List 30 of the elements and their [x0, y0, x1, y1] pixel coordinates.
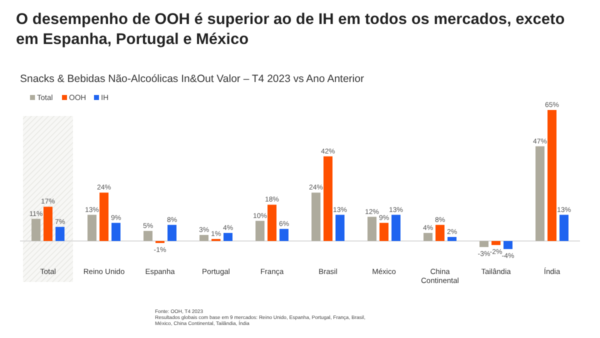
chart-subtitle: Snacks & Bebidas Não-Alcoólicas In&Out Valor – T4 2023 vs Ano Anterior: [20, 73, 364, 85]
bar: [424, 232, 432, 241]
bar: [504, 241, 512, 250]
bar: [32, 218, 40, 241]
bar: [492, 241, 500, 246]
bar: [56, 226, 64, 241]
bar: [560, 214, 568, 241]
bar: [436, 224, 444, 241]
bar: [168, 224, 176, 241]
bar: [200, 234, 208, 241]
bar: [536, 146, 544, 241]
bar: [280, 228, 288, 241]
bar: [312, 192, 320, 241]
bar: [336, 214, 344, 241]
bar: [548, 110, 556, 241]
bar: [448, 236, 456, 241]
bar: [100, 192, 108, 241]
bar: [112, 222, 120, 241]
bar: [368, 216, 376, 241]
chart-title: O desempenho de OOH é superior ao de IH em todos os mercados, exceto em Espanha, Portugal e México: [16, 11, 565, 48]
bar: [144, 230, 152, 241]
bar: [268, 204, 276, 241]
bar: [256, 220, 264, 241]
bar: [324, 156, 332, 241]
bar: [380, 222, 388, 241]
bar: [392, 214, 400, 241]
bar: [44, 206, 52, 241]
bar: [224, 232, 232, 241]
bar: [88, 214, 96, 241]
bar: [480, 241, 488, 248]
